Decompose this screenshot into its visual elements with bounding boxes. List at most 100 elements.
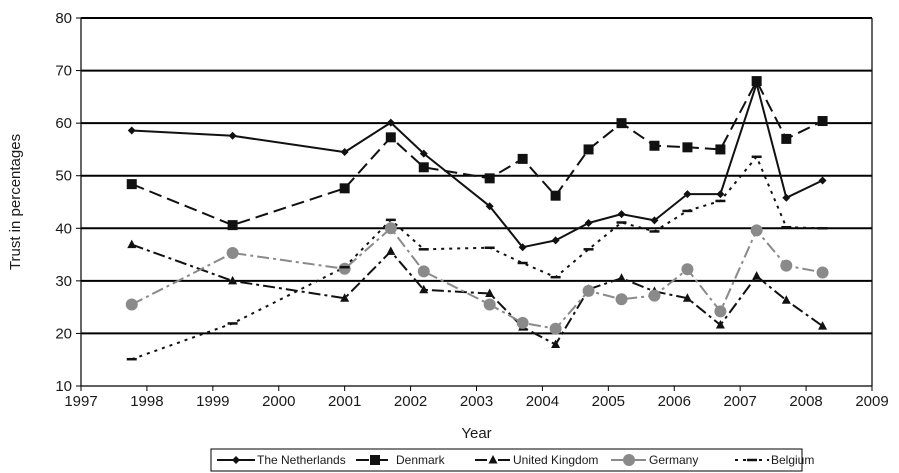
series-line-denmark [131,80,824,227]
legend-label-denmark: Denmark [396,453,446,467]
marker-denmark [484,173,495,184]
legend-label-united-kingdom: United Kingdom [513,453,598,467]
marker-denmark [682,142,693,153]
marker-united-kingdom [715,320,725,329]
marker-the-netherlands [340,148,349,157]
series-line-the-netherlands [131,82,824,249]
marker-denmark [550,190,561,201]
x-tick-label: 1999 [196,393,229,410]
marker-denmark [817,116,828,127]
marker-denmark [126,179,137,190]
x-tick-label: 2005 [592,393,625,410]
marker-germany [417,265,430,278]
marker-united-kingdom [386,246,396,255]
y-tick-label: 40 [55,220,72,237]
marker-germany [780,259,793,272]
marker-the-netherlands [782,193,791,202]
marker-germany [226,246,239,259]
marker-germany [615,293,628,306]
marker-united-kingdom [419,284,429,294]
marker-the-netherlands [551,236,560,245]
marker-denmark [751,76,762,87]
marker-the-netherlands [716,190,725,199]
marker-united-kingdom [228,275,238,285]
marker-united-kingdom [617,273,627,282]
marker-germany [750,224,763,237]
marker-the-netherlands [584,219,593,228]
legend-marker-denmark [370,455,380,465]
marker-germany [582,284,595,297]
marker-united-kingdom [127,239,137,249]
legend-marker-germany [623,454,635,466]
marker-germany [648,289,661,302]
y-axis-title: Trust in percentages [7,134,24,270]
marker-denmark [517,153,528,164]
marker-germany [714,305,727,318]
marker-united-kingdom [752,271,762,280]
marker-denmark [339,183,350,194]
marker-the-netherlands [617,210,626,219]
marker-united-kingdom [781,295,791,304]
x-tick-label: 2008 [789,393,822,410]
marker-united-kingdom [682,293,692,302]
marker-germany [681,263,694,276]
x-tick-label: 2003 [460,393,493,410]
legend-marker-the-netherlands [232,456,240,464]
series-line-belgium [131,155,823,361]
marker-the-netherlands [386,118,395,127]
marker-denmark [227,220,238,231]
legend-marker-united-kingdom [488,455,498,464]
y-tick-label: 60 [55,115,72,132]
marker-united-kingdom [551,339,561,348]
axes [76,17,873,391]
marker-germany [338,262,351,275]
series-line-germany [131,227,823,330]
marker-denmark [583,144,594,155]
tick-labels: 10 20 30 40 50 60 70 80 1997 1998 1999 2000 2001 2002… [55,10,888,410]
marker-united-kingdom [818,321,828,330]
legend-label-belgium: Belgium [771,453,814,467]
marker-denmark [616,118,627,129]
legend-label-the-netherlands: The Netherlands [257,453,346,467]
marker-the-netherlands [228,131,237,140]
x-tick-label: 2001 [328,393,361,410]
y-tick-label: 50 [55,168,72,185]
marker-germany [483,298,496,311]
x-tick-label: 2006 [658,393,691,410]
x-axis-title: Year [461,425,491,442]
marker-the-netherlands [683,190,692,199]
x-tick-label: 2000 [262,393,295,410]
x-tick-label: 2009 [855,393,888,410]
x-tick-label: 1998 [130,393,163,410]
series-line-united-kingdom [131,243,824,346]
marker-the-netherlands [818,176,827,185]
legend-label-germany: Germany [649,453,698,467]
marker-the-netherlands [419,149,428,158]
y-tick-label: 30 [55,273,72,290]
legend: The Netherlands Denmark United Kingdom Germ… [210,448,814,472]
marker-denmark [385,132,396,143]
marker-the-netherlands [485,202,494,211]
marker-the-netherlands [650,216,659,225]
x-tick-label: 2007 [723,393,756,410]
y-tick-label: 20 [55,325,72,342]
y-tick-label: 10 [55,378,72,395]
marker-denmark [649,140,660,151]
x-tick-label: 2002 [394,393,427,410]
marker-germany [384,222,397,235]
marker-the-netherlands [127,126,136,135]
marker-germany [549,322,562,335]
y-tick-label: 70 [55,63,72,80]
marker-germany [516,316,529,329]
marker-germany [816,266,829,279]
marker-denmark [715,144,726,155]
marker-united-kingdom [340,293,350,302]
x-tick-label: 2004 [526,393,559,410]
marker-germany [125,298,138,311]
marker-denmark [781,133,792,144]
gridlines [81,17,872,335]
series-layer [131,80,824,361]
marker-the-netherlands [518,243,527,252]
marker-united-kingdom [485,288,495,297]
